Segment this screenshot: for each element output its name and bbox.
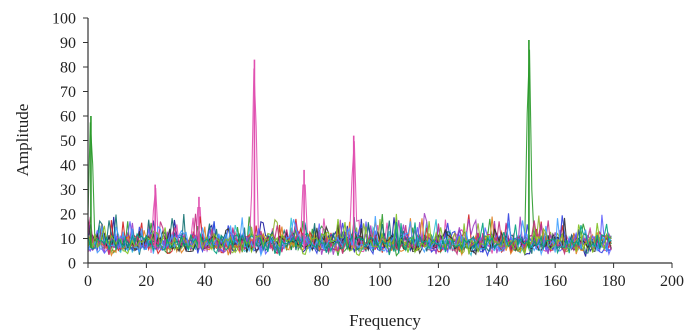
x-tick-label: 160 xyxy=(543,273,567,290)
y-tick-label: 10 xyxy=(60,231,76,248)
series-line xyxy=(87,213,612,256)
x-tick-label: 140 xyxy=(485,273,509,290)
x-tick-label: 180 xyxy=(602,273,626,290)
axes-layer: 0 20 40 60 80 100 120 140 160 180 200 0 10 20 30 40 50 60… xyxy=(52,11,684,291)
x-tick-label: 60 xyxy=(255,273,271,290)
x-tick-label: 200 xyxy=(660,273,684,290)
y-tick-label: 20 xyxy=(60,207,76,224)
x-tick-label: 0 xyxy=(84,273,92,290)
series-layer xyxy=(87,40,612,258)
series-line xyxy=(87,216,612,258)
x-tick-label: 40 xyxy=(197,273,213,290)
x-tick-label: 100 xyxy=(368,273,392,290)
y-axis-label: Amplitude xyxy=(13,104,32,177)
series-line xyxy=(87,221,612,256)
y-tick-label: 80 xyxy=(60,60,76,77)
y-tick-label: 30 xyxy=(60,182,76,199)
x-axis-label: Frequency xyxy=(349,311,421,330)
y-tick-label: 50 xyxy=(60,133,76,150)
y-tick-label: 90 xyxy=(60,35,76,52)
x-tick-label: 80 xyxy=(314,273,330,290)
y-tick-label: 100 xyxy=(52,11,76,28)
y-tick-label: 70 xyxy=(60,84,76,101)
y-tick-label: 40 xyxy=(60,158,76,175)
x-tick-label: 120 xyxy=(426,273,450,290)
x-tick-label: 20 xyxy=(138,273,154,290)
y-tick-label: 60 xyxy=(60,109,76,126)
y-tick-label: 0 xyxy=(68,256,76,273)
series-line xyxy=(87,213,612,257)
